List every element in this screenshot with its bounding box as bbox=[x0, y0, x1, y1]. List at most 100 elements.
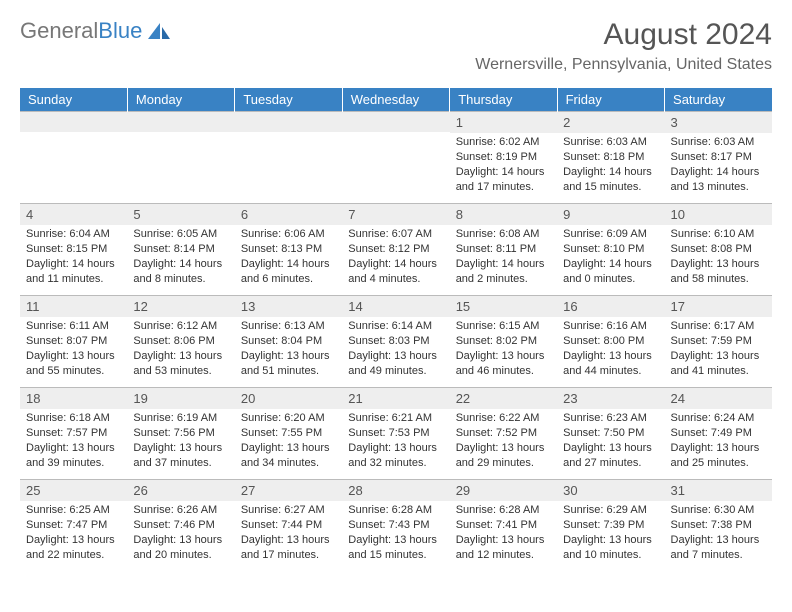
day-content: Sunrise: 6:21 AMSunset: 7:53 PMDaylight:… bbox=[342, 409, 449, 474]
calendar-cell: 1 Sunrise: 6:02 AMSunset: 8:19 PMDaylight… bbox=[450, 112, 557, 204]
sunset-line: Sunset: 7:38 PM bbox=[671, 518, 766, 533]
day-number: 19 bbox=[127, 388, 234, 409]
logo: GeneralBlue bbox=[20, 18, 172, 44]
calendar-cell: 25Sunrise: 6:25 AMSunset: 7:47 PMDayligh… bbox=[20, 480, 127, 572]
calendar-cell: 24Sunrise: 6:24 AMSunset: 7:49 PMDayligh… bbox=[665, 388, 772, 480]
daylight-line: Daylight: 14 hours and 17 minutes. bbox=[456, 165, 551, 195]
sunrise-line: Sunrise: 6:02 AM bbox=[456, 135, 551, 150]
day-content: Sunrise: 6:19 AMSunset: 7:56 PMDaylight:… bbox=[127, 409, 234, 474]
calendar-cell: 13Sunrise: 6:13 AMSunset: 8:04 PMDayligh… bbox=[235, 296, 342, 388]
day-content: Sunrise: 6:03 AMSunset: 8:18 PMDaylight:… bbox=[557, 133, 664, 198]
calendar-cell: 15Sunrise: 6:15 AMSunset: 8:02 PMDayligh… bbox=[450, 296, 557, 388]
sunset-line: Sunset: 7:49 PM bbox=[671, 426, 766, 441]
sunset-line: Sunset: 7:59 PM bbox=[671, 334, 766, 349]
day-header: Wednesday bbox=[342, 88, 449, 112]
calendar-row: 25Sunrise: 6:25 AMSunset: 7:47 PMDayligh… bbox=[20, 480, 772, 572]
daylight-line: Daylight: 13 hours and 25 minutes. bbox=[671, 441, 766, 471]
daylight-line: Daylight: 14 hours and 15 minutes. bbox=[563, 165, 658, 195]
day-content: Sunrise: 6:05 AMSunset: 8:14 PMDaylight:… bbox=[127, 225, 234, 290]
sunset-line: Sunset: 8:06 PM bbox=[133, 334, 228, 349]
sunset-line: Sunset: 8:18 PM bbox=[563, 150, 658, 165]
sunset-line: Sunset: 8:04 PM bbox=[241, 334, 336, 349]
day-number: 12 bbox=[127, 296, 234, 317]
day-content: Sunrise: 6:25 AMSunset: 7:47 PMDaylight:… bbox=[20, 501, 127, 566]
day-number: 23 bbox=[557, 388, 664, 409]
day-number: 15 bbox=[450, 296, 557, 317]
month-year: August 2024 bbox=[475, 18, 772, 52]
day-content: Sunrise: 6:09 AMSunset: 8:10 PMDaylight:… bbox=[557, 225, 664, 290]
sunset-line: Sunset: 8:17 PM bbox=[671, 150, 766, 165]
sunset-line: Sunset: 7:46 PM bbox=[133, 518, 228, 533]
sunset-line: Sunset: 8:19 PM bbox=[456, 150, 551, 165]
daylight-line: Daylight: 13 hours and 58 minutes. bbox=[671, 257, 766, 287]
sunset-line: Sunset: 7:39 PM bbox=[563, 518, 658, 533]
calendar-cell: 16Sunrise: 6:16 AMSunset: 8:00 PMDayligh… bbox=[557, 296, 664, 388]
sunrise-line: Sunrise: 6:29 AM bbox=[563, 503, 658, 518]
sunrise-line: Sunrise: 6:08 AM bbox=[456, 227, 551, 242]
calendar-cell: 11Sunrise: 6:11 AMSunset: 8:07 PMDayligh… bbox=[20, 296, 127, 388]
logo-text-1: General bbox=[20, 18, 98, 44]
sunrise-line: Sunrise: 6:27 AM bbox=[241, 503, 336, 518]
calendar-cell: 26Sunrise: 6:26 AMSunset: 7:46 PMDayligh… bbox=[127, 480, 234, 572]
day-content: Sunrise: 6:10 AMSunset: 8:08 PMDaylight:… bbox=[665, 225, 772, 290]
daylight-line: Daylight: 14 hours and 0 minutes. bbox=[563, 257, 658, 287]
logo-sail-icon bbox=[146, 21, 172, 41]
day-number: 22 bbox=[450, 388, 557, 409]
calendar-cell bbox=[235, 112, 342, 204]
day-number: 6 bbox=[235, 204, 342, 225]
calendar-cell bbox=[127, 112, 234, 204]
sunset-line: Sunset: 8:14 PM bbox=[133, 242, 228, 257]
day-header: Thursday bbox=[450, 88, 557, 112]
day-number: 10 bbox=[665, 204, 772, 225]
logo-text-2: Blue bbox=[98, 18, 142, 44]
sunset-line: Sunset: 7:53 PM bbox=[348, 426, 443, 441]
day-number: 14 bbox=[342, 296, 449, 317]
day-number: 16 bbox=[557, 296, 664, 317]
daylight-line: Daylight: 14 hours and 13 minutes. bbox=[671, 165, 766, 195]
calendar-cell: 27Sunrise: 6:27 AMSunset: 7:44 PMDayligh… bbox=[235, 480, 342, 572]
day-content: Sunrise: 6:07 AMSunset: 8:12 PMDaylight:… bbox=[342, 225, 449, 290]
calendar-table: SundayMondayTuesdayWednesdayThursdayFrid… bbox=[20, 88, 772, 572]
calendar-cell: 3Sunrise: 6:03 AMSunset: 8:17 PMDaylight… bbox=[665, 112, 772, 204]
sunset-line: Sunset: 7:47 PM bbox=[26, 518, 121, 533]
header: GeneralBlue August 2024 Wernersville, Pe… bbox=[20, 18, 772, 74]
day-content: Sunrise: 6:12 AMSunset: 8:06 PMDaylight:… bbox=[127, 317, 234, 382]
sunset-line: Sunset: 8:11 PM bbox=[456, 242, 551, 257]
day-content: Sunrise: 6:26 AMSunset: 7:46 PMDaylight:… bbox=[127, 501, 234, 566]
sunset-line: Sunset: 7:43 PM bbox=[348, 518, 443, 533]
sunrise-line: Sunrise: 6:04 AM bbox=[26, 227, 121, 242]
day-number: 1 bbox=[450, 112, 557, 133]
sunrise-line: Sunrise: 6:25 AM bbox=[26, 503, 121, 518]
daylight-line: Daylight: 14 hours and 8 minutes. bbox=[133, 257, 228, 287]
sunset-line: Sunset: 8:00 PM bbox=[563, 334, 658, 349]
sunset-line: Sunset: 7:50 PM bbox=[563, 426, 658, 441]
day-header: Tuesday bbox=[235, 88, 342, 112]
calendar-cell bbox=[342, 112, 449, 204]
sunrise-line: Sunrise: 6:30 AM bbox=[671, 503, 766, 518]
daylight-line: Daylight: 14 hours and 4 minutes. bbox=[348, 257, 443, 287]
calendar-cell: 19Sunrise: 6:19 AMSunset: 7:56 PMDayligh… bbox=[127, 388, 234, 480]
day-number: 4 bbox=[20, 204, 127, 225]
sunset-line: Sunset: 7:55 PM bbox=[241, 426, 336, 441]
sunrise-line: Sunrise: 6:17 AM bbox=[671, 319, 766, 334]
daylight-line: Daylight: 13 hours and 49 minutes. bbox=[348, 349, 443, 379]
daylight-line: Daylight: 13 hours and 34 minutes. bbox=[241, 441, 336, 471]
daylight-line: Daylight: 13 hours and 55 minutes. bbox=[26, 349, 121, 379]
day-content: Sunrise: 6:22 AMSunset: 7:52 PMDaylight:… bbox=[450, 409, 557, 474]
calendar-cell: 14Sunrise: 6:14 AMSunset: 8:03 PMDayligh… bbox=[342, 296, 449, 388]
day-number: 9 bbox=[557, 204, 664, 225]
day-content: Sunrise: 6:13 AMSunset: 8:04 PMDaylight:… bbox=[235, 317, 342, 382]
sunrise-line: Sunrise: 6:28 AM bbox=[456, 503, 551, 518]
sunrise-line: Sunrise: 6:26 AM bbox=[133, 503, 228, 518]
sunrise-line: Sunrise: 6:09 AM bbox=[563, 227, 658, 242]
daylight-line: Daylight: 13 hours and 53 minutes. bbox=[133, 349, 228, 379]
daylight-line: Daylight: 13 hours and 10 minutes. bbox=[563, 533, 658, 563]
calendar-row: 11Sunrise: 6:11 AMSunset: 8:07 PMDayligh… bbox=[20, 296, 772, 388]
sunset-line: Sunset: 8:08 PM bbox=[671, 242, 766, 257]
sunrise-line: Sunrise: 6:21 AM bbox=[348, 411, 443, 426]
day-number: 24 bbox=[665, 388, 772, 409]
day-number: 31 bbox=[665, 480, 772, 501]
day-content: Sunrise: 6:18 AMSunset: 7:57 PMDaylight:… bbox=[20, 409, 127, 474]
day-header: Monday bbox=[127, 88, 234, 112]
calendar-row: 1Sunrise: 6:02 AMSunset: 8:19 PMDaylight… bbox=[20, 112, 772, 204]
